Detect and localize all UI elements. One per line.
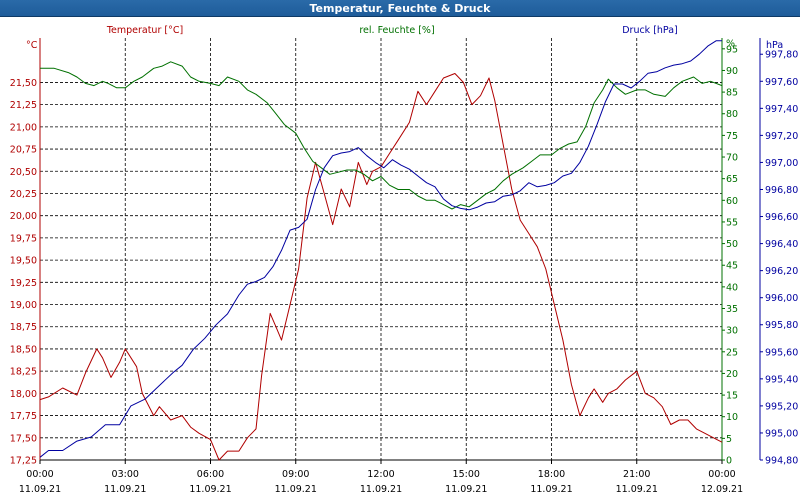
temperature-tick-label: 19,00: [10, 300, 37, 311]
chart-title: Temperatur, Feuchte & Druck: [0, 0, 800, 17]
humidity-tick-label: 75: [726, 131, 738, 142]
humidity-tick-label: 80: [726, 109, 738, 120]
pressure-tick-label: 995,80: [765, 320, 798, 331]
temperature-series-line: [39, 73, 723, 461]
humidity-tick-label: 15: [726, 391, 738, 402]
humidity-tick-label: 95: [726, 44, 738, 55]
temperature-tick-label: 20,00: [10, 211, 37, 222]
temperature-tick-label: 21,50: [10, 78, 37, 89]
x-tick-time: 12:00: [367, 469, 394, 480]
humidity-tick-label: 45: [726, 261, 738, 272]
pressure-unit-label: hPa: [766, 40, 783, 51]
pressure-tick-label: 995,40: [765, 374, 798, 385]
pressure-axis-title: Druck [hPa]: [622, 25, 678, 36]
temperature-tick-label: 18,00: [10, 389, 37, 400]
humidity-tick-label: 5: [726, 434, 732, 445]
humidity-tick-label: 0: [726, 456, 732, 467]
x-tick-date: 11.09.21: [360, 484, 402, 495]
humidity-tick-label: 65: [726, 174, 738, 185]
x-tick-date: 11.09.21: [275, 484, 317, 495]
temperature-tick-label: 20,50: [10, 167, 37, 178]
temperature-tick-label: 18,25: [10, 367, 37, 378]
humidity-tick-label: 20: [726, 369, 738, 380]
temperature-tick-label: 18,75: [10, 322, 37, 333]
x-tick-time: 09:00: [282, 469, 309, 480]
humidity-tick-label: 50: [726, 239, 738, 250]
humidity-tick-label: 35: [726, 304, 738, 315]
temperature-tick-label: 19,25: [10, 278, 37, 289]
x-tick-time: 18:00: [538, 469, 565, 480]
pressure-series-line: [39, 40, 722, 458]
pressure-tick-label: 997,80: [765, 50, 798, 61]
temperature-tick-label: 19,75: [10, 233, 37, 244]
humidity-tick-label: 70: [726, 153, 738, 164]
x-tick-time: 06:00: [197, 469, 224, 480]
temperature-tick-label: 20,75: [10, 145, 37, 156]
pressure-tick-label: 996,20: [765, 266, 798, 277]
x-tick-time: 00:00: [26, 469, 53, 480]
pressure-tick-label: 996,40: [765, 239, 798, 250]
temperature-tick-label: 19,50: [10, 256, 37, 267]
pressure-tick-label: 995,20: [765, 401, 798, 412]
pressure-tick-label: 995,60: [765, 347, 798, 358]
temperature-tick-label: 21,00: [10, 122, 37, 133]
x-tick-date: 12.09.21: [701, 484, 743, 495]
temperature-tick-label: 18,50: [10, 344, 37, 355]
humidity-tick-label: 40: [726, 282, 738, 293]
x-tick-time: 03:00: [112, 469, 139, 480]
x-tick-time: 15:00: [453, 469, 480, 480]
x-tick-date: 11.09.21: [445, 484, 487, 495]
humidity-axis-title: rel. Feuchte [%]: [359, 25, 434, 36]
humidity-tick-label: 30: [726, 326, 738, 337]
x-tick-date: 11.09.21: [616, 484, 658, 495]
pressure-tick-label: 997,20: [765, 131, 798, 142]
x-tick-time: 21:00: [623, 469, 650, 480]
humidity-tick-label: 55: [726, 217, 738, 228]
pressure-tick-label: 997,60: [765, 77, 798, 88]
temperature-tick-label: 17,50: [10, 433, 37, 444]
pressure-tick-label: 996,60: [765, 212, 798, 223]
x-tick-time: 00:00: [708, 469, 735, 480]
pressure-tick-label: 996,00: [765, 293, 798, 304]
temperature-tick-label: 21,25: [10, 100, 37, 111]
temperature-unit-label: °C: [26, 40, 38, 51]
pressure-tick-label: 994,80: [765, 456, 798, 467]
x-tick-date: 11.09.21: [189, 484, 231, 495]
humidity-tick-label: 60: [726, 196, 738, 207]
x-tick-date: 11.09.21: [19, 484, 61, 495]
pressure-tick-label: 995,00: [765, 428, 798, 439]
x-tick-date: 11.09.21: [530, 484, 572, 495]
humidity-tick-label: 85: [726, 88, 738, 99]
temperature-axis-title: Temperatur [°C]: [106, 25, 183, 36]
temperature-tick-label: 17,75: [10, 411, 37, 422]
pressure-tick-label: 997,40: [765, 104, 798, 115]
temperature-tick-label: 17,25: [10, 456, 37, 467]
temperature-tick-label: 20,25: [10, 189, 37, 200]
pressure-tick-label: 996,80: [765, 185, 798, 196]
humidity-tick-label: %: [726, 39, 735, 50]
x-tick-date: 11.09.21: [104, 484, 146, 495]
pressure-tick-label: 997,00: [765, 158, 798, 169]
humidity-tick-label: 25: [726, 347, 738, 358]
humidity-tick-label: 90: [726, 66, 738, 77]
humidity-series-line: [40, 61, 723, 210]
humidity-tick-label: 10: [726, 412, 738, 423]
